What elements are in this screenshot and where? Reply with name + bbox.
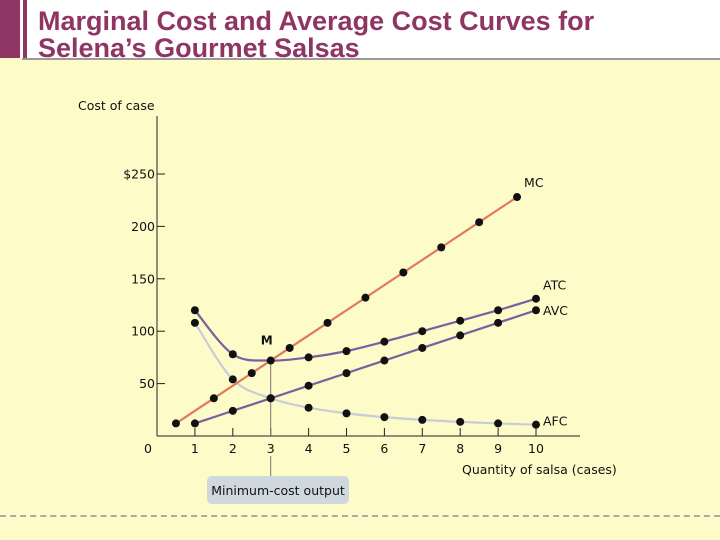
mc-point (285, 343, 294, 352)
afc-point (456, 417, 465, 426)
y-ticks: $250 200 150 100 50 (123, 167, 165, 391)
atc-point (380, 337, 389, 346)
avc-curve (194, 309, 537, 425)
x-tick-label: 7 (418, 441, 426, 456)
afc-point (304, 403, 313, 412)
accent-bar-wide (0, 0, 20, 58)
mc-point (475, 218, 484, 227)
avc-point (190, 419, 199, 428)
mc-point (323, 318, 332, 327)
y-tick-label: $250 (123, 167, 155, 182)
atc-point (456, 316, 465, 325)
avc-point (342, 369, 351, 378)
mc-point (513, 193, 522, 202)
avc-point (228, 406, 237, 415)
mc-curve (175, 196, 518, 425)
origin-label: 0 (144, 441, 152, 456)
mc-label: MC (524, 175, 544, 190)
avc-point (532, 306, 540, 315)
accent-bar-thin (23, 0, 27, 58)
afc-point (228, 375, 237, 384)
y-tick-label: 100 (131, 324, 155, 339)
x-tick-label: 4 (305, 441, 313, 456)
y-tick-label: 150 (131, 271, 155, 286)
x-tick-label: 6 (380, 441, 388, 456)
afc-point (266, 394, 275, 403)
y-tick-label: 200 (131, 219, 155, 234)
avc-point (380, 356, 389, 365)
atc-point (532, 294, 540, 303)
y-tick-label: 50 (139, 376, 155, 391)
afc-label: AFC (543, 414, 568, 429)
afc-point (342, 409, 351, 418)
x-axis-title: Quantity of salsa (cases) (462, 462, 617, 477)
x-tick-label: 2 (229, 441, 237, 456)
mc-point (361, 293, 370, 302)
avc-point (456, 331, 465, 340)
x-tick-label: 5 (343, 441, 351, 456)
data-markers (171, 193, 540, 429)
title-line-1: Marginal Cost and Average Cost Curves fo… (38, 6, 595, 36)
afc-point (380, 413, 389, 422)
mc-point (437, 243, 446, 252)
title-divider (22, 58, 720, 60)
minimum-cost-guides: Minimum-cost output M (207, 334, 349, 504)
atc-point (266, 356, 275, 365)
header-band (0, 0, 720, 58)
x-tick-label: 10 (528, 441, 544, 456)
mc-point (171, 419, 180, 428)
cost-curves (175, 196, 537, 426)
slide-title: Marginal Cost and Average Cost Curves fo… (38, 8, 708, 62)
avc-point (494, 318, 503, 327)
afc-point (532, 420, 540, 429)
atc-point (418, 327, 427, 336)
atc-point (190, 306, 199, 315)
atc-label: ATC (543, 278, 566, 293)
axes: Cost of case Quantity of salsa (cases) 0 (78, 98, 617, 477)
callout-label: Minimum-cost output (211, 483, 345, 498)
atc-point (342, 347, 351, 356)
footer-divider (0, 515, 720, 517)
afc-curve (193, 322, 537, 426)
atc-point (494, 306, 503, 315)
x-tick-label: 9 (494, 441, 502, 456)
callout-box (207, 476, 349, 504)
afc-point (190, 318, 199, 327)
title-line-2: Selena’s Gourmet Salsas (38, 33, 360, 63)
curve-labels: MC ATC AVC AFC (524, 175, 568, 429)
avc-point (304, 381, 313, 390)
avc-label: AVC (543, 303, 568, 318)
afc-point (418, 415, 427, 424)
x-tick-label: 8 (456, 441, 464, 456)
x-tick-label: 1 (191, 441, 199, 456)
x-ticks: 1 2 3 4 5 6 7 8 9 10 (191, 428, 544, 456)
x-tick-label: 3 (267, 441, 275, 456)
afc-point (494, 419, 503, 428)
avc-point (418, 343, 427, 352)
atc-point (304, 353, 313, 362)
mc-point (399, 268, 408, 277)
mc-point (247, 369, 256, 378)
y-axis-title: Cost of case (78, 98, 155, 113)
atc-point (228, 350, 237, 359)
mc-point (209, 394, 218, 403)
atc-curve (194, 297, 537, 362)
min-point-label: M (261, 334, 273, 348)
